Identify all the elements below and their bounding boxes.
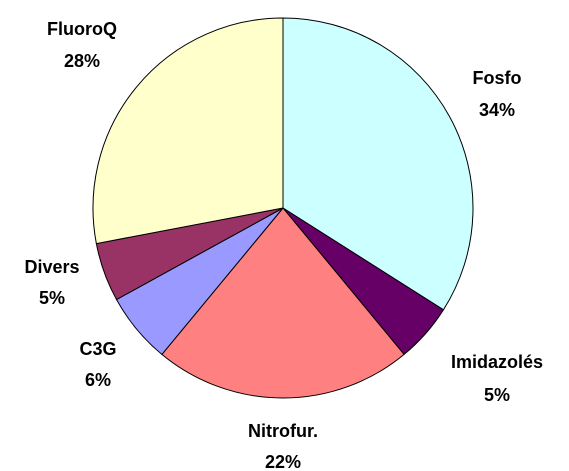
- slice-label: Imidazolés: [451, 352, 543, 372]
- slice-value-label: 22%: [265, 452, 301, 471]
- slice-label: FluoroQ: [47, 19, 117, 39]
- slice-value-label: 5%: [484, 385, 510, 405]
- pie-slice: [282, 17, 474, 311]
- slice-label: Nitrofur.: [248, 421, 318, 441]
- slice-label: C3G: [79, 339, 116, 359]
- pie-slice: [161, 207, 405, 399]
- slice-label: Divers: [24, 257, 79, 277]
- pie-slice: [92, 17, 284, 245]
- slice-value-label: 34%: [479, 100, 515, 120]
- slice-value-label: 6%: [85, 370, 111, 390]
- slice-label: Fosfo: [473, 68, 522, 88]
- slice-value-label: 5%: [39, 288, 65, 308]
- slice-value-label: 28%: [64, 51, 100, 71]
